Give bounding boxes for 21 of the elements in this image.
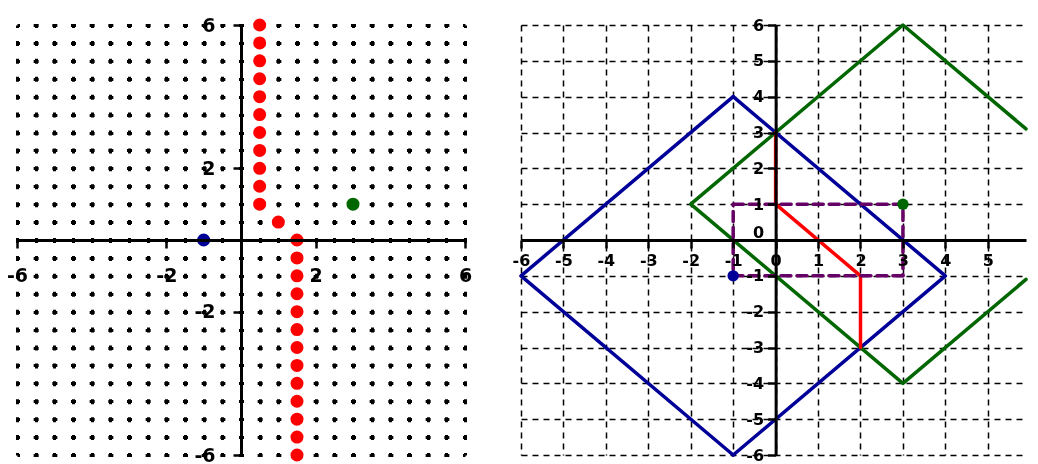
x-tick-label: 4 bbox=[940, 250, 952, 270]
x-tick-label: -2 bbox=[682, 250, 701, 270]
y-tick-label: 3 bbox=[752, 123, 765, 142]
x-tick-label: 2 bbox=[855, 250, 867, 270]
x-tick-label: -3 bbox=[639, 250, 658, 270]
x-tick-label: -2 bbox=[156, 263, 178, 286]
y-tick-label: 0 bbox=[752, 222, 765, 242]
y-tick-label: 5 bbox=[752, 51, 765, 71]
x-tick-label: 5 bbox=[982, 250, 994, 270]
y-tick-label: 2 bbox=[752, 158, 765, 178]
y-tick-label: 2 bbox=[202, 156, 216, 179]
x-tick-label: -1 bbox=[724, 250, 743, 270]
y-tick-label: -3 bbox=[746, 338, 765, 357]
y-tick-label: -2 bbox=[194, 300, 216, 323]
y-tick-label: -5 bbox=[746, 409, 765, 429]
x-tick-label: -5 bbox=[555, 250, 573, 270]
y-tick-label: -4 bbox=[746, 373, 765, 393]
x-tick-label: 3 bbox=[897, 250, 909, 270]
x-tick-label: -4 bbox=[597, 250, 616, 270]
y-tick-label: -2 bbox=[746, 302, 765, 322]
y-tick-label: 4 bbox=[752, 87, 765, 107]
